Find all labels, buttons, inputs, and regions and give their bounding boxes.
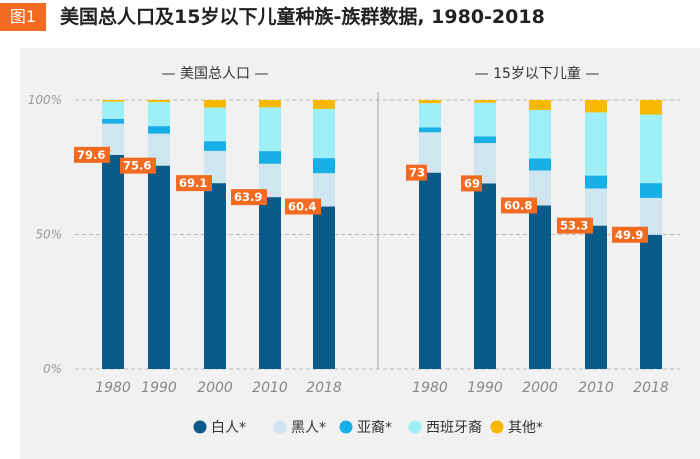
bar-segment [640,234,662,369]
x-tick-label: 2000 [197,380,233,396]
x-tick-label: 2000 [522,380,558,396]
legend-swatch [490,420,504,434]
data-label: 75.6 [123,159,151,173]
bar-segment [419,103,441,128]
bar-segment [102,100,124,102]
data-label: 69 [464,176,480,190]
data-label: 69.1 [179,176,207,190]
bar-segment [529,100,551,110]
bar-segment [419,172,441,369]
bar-segment [102,101,124,119]
legend-label: 其他* [508,420,543,436]
bar-segment [313,100,335,109]
bar-segment [474,100,496,103]
data-label: 60.8 [504,198,532,212]
data-label: 63.9 [234,190,262,204]
data-label-bg [74,146,110,163]
data-label-bg [285,198,321,215]
data-label: 60.4 [288,200,316,214]
bar-segment [419,132,441,173]
bar-segment [259,197,281,369]
x-tick-label: 1990 [467,380,503,396]
bar-segment [148,126,170,134]
data-label: 73 [409,166,425,180]
data-label-bg [231,189,267,206]
bar-segment [474,102,496,137]
legend-label: 亚裔* [357,419,392,436]
data-label-bg [612,226,648,243]
y-tick-label: 0% [43,362,62,376]
bar-segment [419,100,441,104]
bar-segment [259,151,281,164]
data-label-bg [557,217,593,234]
bar-segment [148,133,170,166]
data-label: 79.6 [77,148,105,162]
legend-swatch [193,420,207,434]
data-label-bg [501,197,537,214]
y-tick-label: 50% [35,228,62,242]
bar-segment [148,102,170,127]
bar-segment [474,183,496,369]
bar-segment [529,205,551,369]
bar-segment [204,183,226,369]
bar-segment [585,175,607,189]
legend-swatch [273,420,287,434]
panel-title: — 15岁以下儿童 — [475,65,600,82]
figure-title: 美国总人口及15岁以下儿童种族-族群数据, 1980-2018 [60,6,545,28]
bar-segment [259,163,281,198]
bar-segment [640,183,662,198]
bar-segment [419,127,441,133]
bar-segment [204,100,226,108]
bar-segment [148,165,170,369]
panel-title: — 美国总人口 — [162,66,269,82]
x-tick-label: 1980 [95,380,131,396]
bar-segment [259,100,281,108]
data-label-bg [120,157,156,174]
legend-swatch [408,420,422,434]
bar-segment [585,100,607,113]
bar-segment [585,188,607,226]
bar-segment [313,108,335,159]
x-tick-label: 2018 [633,380,669,396]
bar-segment [640,100,662,115]
bar-segment [204,150,226,184]
bar-segment [259,107,281,152]
bar-segment [529,109,551,159]
data-label-bg [461,175,482,192]
bar-segment [529,158,551,171]
y-tick-label: 100% [28,93,62,107]
legend-label: 黑人* [291,420,326,436]
bar-segment [474,136,496,144]
data-label: 53.3 [560,219,588,233]
bar-segment [102,154,124,369]
bar-segment [204,141,226,151]
bar-segment [313,158,335,174]
bar-segment [474,143,496,184]
x-tick-label: 2018 [306,380,342,396]
legend-label: 西班牙裔 [426,419,482,436]
data-label-bg [176,175,212,192]
legend-swatch [339,420,353,434]
figure-header: 图1 美国总人口及15岁以下儿童种族-族群数据, 1980-2018 [0,0,700,40]
x-tick-label: 2010 [578,380,614,396]
legend-label: 白人* [211,420,246,436]
bar-segment [148,100,170,103]
bar-segment [640,114,662,184]
data-label: 49.9 [615,228,643,242]
bar-segment [529,170,551,206]
x-tick-label: 2010 [252,380,288,396]
bar-segment [640,197,662,235]
bar-segment [102,118,124,124]
bar-segment [313,173,335,207]
data-label-bg [406,164,427,181]
bar-segment [585,225,607,369]
x-tick-label: 1990 [141,380,177,396]
figure-tag: 图1 [0,3,46,31]
bar-segment [204,107,226,142]
bar-segment [585,112,607,176]
x-tick-label: 1980 [412,380,448,396]
bar-segment [313,206,335,369]
